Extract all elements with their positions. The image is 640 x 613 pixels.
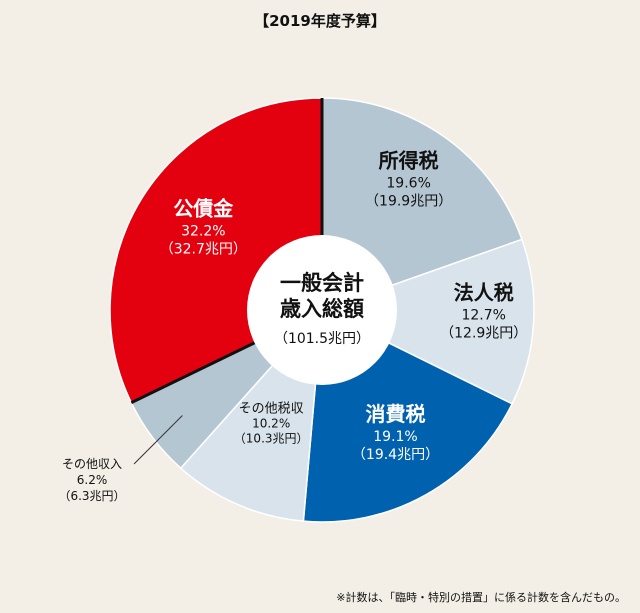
slice-label-name-bonds: 公債金 (173, 197, 234, 221)
pie-slice-corporate-tax (320, 238, 535, 405)
center-circle (247, 235, 397, 385)
slice-label-amount-consumption-tax: （19.4兆円） (352, 447, 439, 463)
slice-label-percent-consumption-tax: 19.1% (373, 429, 417, 445)
center-label-line1: 一般会計 (280, 271, 364, 295)
slice-label-percent-bonds: 32.2% (181, 224, 225, 240)
slice-label-percent-income-tax: 19.6% (386, 176, 430, 192)
slice-label-amount-other-tax: （10.3兆円） (234, 431, 309, 445)
slice-label-name-consumption-tax: 消費税 (365, 402, 425, 426)
chart-title: 【2019年度予算】 (254, 12, 386, 30)
slice-label-name-other-revenue: その他収入 (62, 457, 122, 471)
slice-label-percent-other-revenue: 6.2% (77, 473, 108, 487)
slice-label-amount-income-tax: （19.9兆円） (365, 194, 452, 210)
slice-label-name-corporate-tax: 法人税 (454, 281, 514, 305)
slice-label-name-income-tax: 所得税 (379, 149, 439, 173)
slice-label-amount-corporate-tax: （12.9兆円） (440, 326, 527, 342)
slice-label-amount-other-revenue: （6.3兆円） (58, 489, 125, 503)
slice-label-percent-corporate-tax: 12.7% (461, 308, 505, 324)
center-label-line2: 歳入総額 (280, 297, 364, 321)
leader-line-other-revenue (133, 415, 183, 465)
center-label-total: （101.5兆円） (274, 331, 370, 347)
slice-label-amount-bonds: （32.7兆円） (160, 242, 247, 258)
slice-label-percent-other-tax: 10.2% (252, 416, 290, 430)
footnote: ※計数は、「臨時・特別の措置」に係る計数を含んだもの。 (336, 591, 626, 604)
slice-label-name-other-tax: その他税収 (239, 401, 304, 416)
